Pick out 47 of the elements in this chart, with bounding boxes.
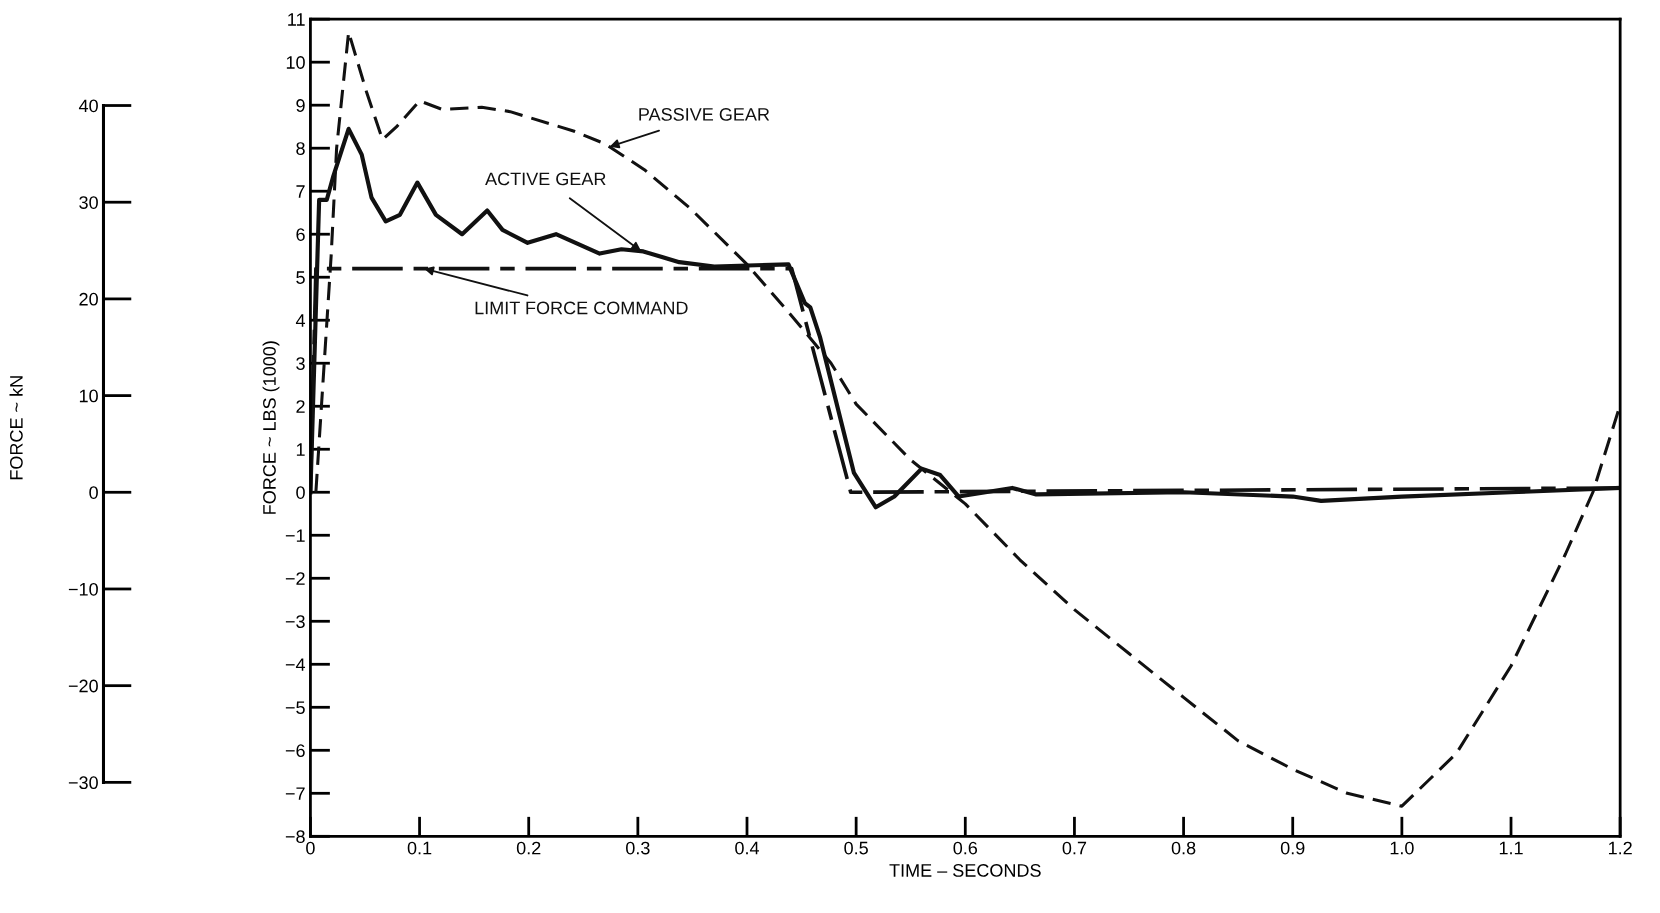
x-axis-title: TIME – SECONDS — [889, 864, 1041, 877]
y-tick-label: 9 — [296, 99, 305, 112]
x-tick-label: 0.3 — [626, 841, 650, 855]
x-tick-label: 0.9 — [1280, 841, 1305, 855]
x-tick-label: 0.5 — [844, 841, 868, 855]
y-tick-label: 10 — [286, 56, 305, 69]
y2-tick-label: 30 — [79, 196, 98, 209]
x-tick-label: 1.2 — [1608, 841, 1632, 855]
y2-tick-label: −10 — [68, 582, 98, 596]
x-tick-label: 0 — [306, 841, 315, 855]
x-tick-label: 0.1 — [407, 841, 432, 855]
y-tick-label: 6 — [296, 228, 305, 241]
y2-tick-label: 10 — [79, 389, 98, 403]
x-tick-label: 0.4 — [735, 841, 760, 855]
y-tick-label: 2 — [296, 400, 305, 413]
x-tick-label: 0.2 — [516, 841, 541, 855]
y-tick-label: −6 — [285, 744, 305, 758]
y-tick-label: 5 — [296, 271, 305, 284]
y-axis-title: FORCE ~ LBS (1000) — [262, 341, 280, 514]
y-tick-label: 4 — [295, 314, 306, 327]
y2-tick-label: −30 — [68, 776, 98, 790]
x-tick-label: 0.7 — [1062, 841, 1087, 855]
series-label: ACTIVE GEAR — [485, 172, 606, 186]
x-tick-label: 1.1 — [1499, 841, 1523, 855]
y2-tick-label: −20 — [68, 679, 98, 693]
y2-axis-title: FORCE ~ kN — [9, 376, 23, 480]
x-tick-label: 0.8 — [1171, 841, 1196, 855]
y2-tick-label: 20 — [79, 292, 98, 306]
y-tick-label: −8 — [285, 830, 305, 844]
y-tick-label: −4 — [285, 658, 306, 671]
x-tick-label: 0.6 — [953, 841, 978, 855]
y-tick-label: −1 — [285, 529, 305, 542]
y-tick-label: −5 — [285, 701, 305, 715]
y-tick-label: −2 — [285, 572, 305, 585]
y-tick-label: 7 — [296, 185, 305, 198]
y-tick-label: −3 — [285, 615, 305, 628]
y-tick-label: 3 — [296, 357, 305, 370]
text: PASSIVE GEAR — [639, 108, 770, 121]
series-label: LIMIT FORCE COMMAND — [475, 301, 688, 315]
y2-tick-label: 0 — [89, 486, 98, 499]
y-tick-label: 0 — [296, 486, 305, 499]
y-tick-label: −7 — [285, 787, 305, 800]
y-tick-label: 8 — [296, 142, 305, 155]
y-tick-label: 1 — [296, 443, 305, 456]
x-tick-label: 1.0 — [1390, 841, 1414, 855]
y-tick-label: 11 — [288, 13, 305, 26]
y2-tick-label: 40 — [78, 99, 98, 113]
